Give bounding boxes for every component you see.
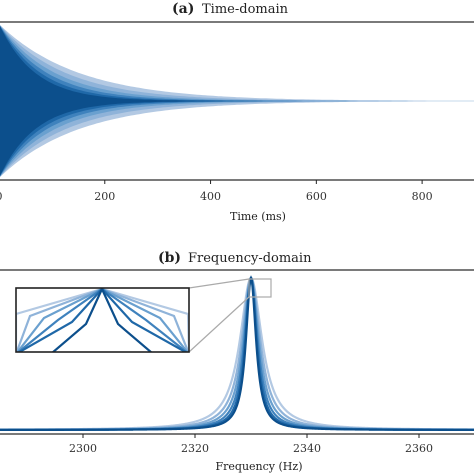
frequency-domain-x-ticks: 2300 2320 2340 2360 <box>69 434 433 455</box>
peak-zoom-inset <box>15 287 190 353</box>
time-domain-tick-label: 600 <box>306 190 327 203</box>
panel-a-letter: (a) <box>172 1 194 17</box>
frequency-domain-x-label: Frequency (Hz) <box>216 460 303 473</box>
zoom-region-box <box>248 278 272 298</box>
time-domain-x-label: Time (ms) <box>230 210 286 223</box>
panel-b-title: Frequency-domain <box>188 251 312 266</box>
frequency-domain-tick-label: 2320 <box>181 442 209 455</box>
frequency-domain-tick-label: 2340 <box>293 442 321 455</box>
time-domain-tick-label: 200 <box>94 190 115 203</box>
time-domain-tick-label: 0 <box>0 190 3 203</box>
time-domain-tick-label: 800 <box>412 190 433 203</box>
time-domain-envelope-6 <box>0 26 474 176</box>
frequency-domain-axes-frame <box>0 269 474 435</box>
frequency-domain-series-group <box>0 275 474 432</box>
inset-line-6 <box>51 288 153 352</box>
time-domain-series-group <box>0 24 474 178</box>
time-domain-plot: 0 200 400 600 800 Time (ms) <box>0 21 474 223</box>
frequency-domain-line-6 <box>0 275 474 432</box>
frequency-domain-plot: 2300 2320 2340 2360 Frequency (Hz) <box>0 269 474 473</box>
zoom-connector-top <box>188 278 250 289</box>
zoom-connector-bottom <box>188 296 250 353</box>
panel-b-letter: (b) <box>158 250 181 266</box>
time-domain-axes-frame <box>0 21 474 181</box>
inset-frame <box>15 287 190 353</box>
time-domain-tick-label: 400 <box>200 190 221 203</box>
inset-background <box>16 288 189 352</box>
frequency-domain-tick-label: 2300 <box>69 442 97 455</box>
time-domain-x-ticks: 0 200 400 600 800 <box>0 180 433 203</box>
frequency-domain-tick-label: 2360 <box>405 442 433 455</box>
panel-a-title: Time-domain <box>202 2 289 17</box>
